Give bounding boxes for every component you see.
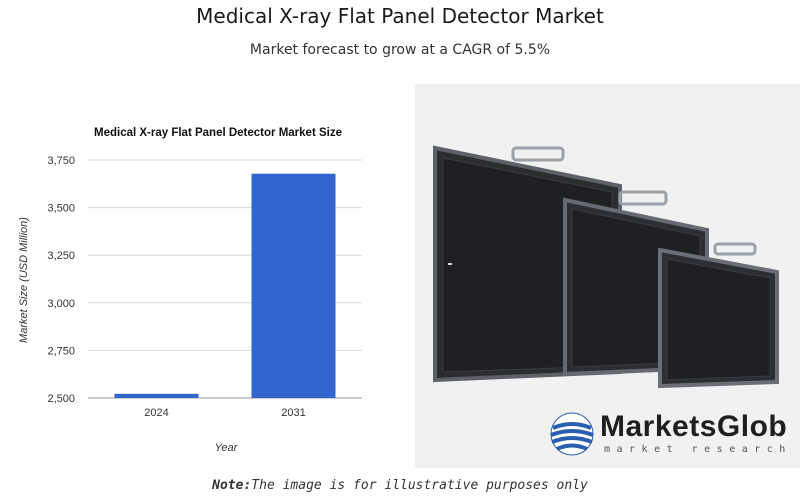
x-tick-labels: 2024 2031 xyxy=(144,407,305,419)
logo-tagline: market research xyxy=(604,444,792,455)
bar-2031 xyxy=(251,173,336,398)
logo-name: MarketsGlob xyxy=(600,410,788,443)
bar-chart: Medical X-ray Flat Panel Detector Market… xyxy=(18,127,362,454)
y-tick-labels: 2,500 2,750 3,000 3,250 3,500 3,750 xyxy=(47,155,75,405)
x-axis-label: Year xyxy=(215,442,239,454)
y-tick-label: 3,250 xyxy=(47,250,75,262)
y-axis-label: Market Size (USD Million) xyxy=(18,217,30,343)
y-tick-label: 3,000 xyxy=(47,298,75,310)
y-tick-label: 2,750 xyxy=(47,345,75,357)
chart-title: Medical X-ray Flat Panel Detector Market… xyxy=(94,127,342,139)
page-title: Medical X-ray Flat Panel Detector Market xyxy=(196,4,604,28)
flat-panel-detectors-image xyxy=(433,145,779,389)
product-image xyxy=(415,84,800,468)
bars xyxy=(114,173,336,398)
footnote: Note:The image is for illustrative purpo… xyxy=(0,478,800,493)
y-tick-label: 3,500 xyxy=(47,203,75,215)
marketsglob-logo: MarketsGlob market research xyxy=(548,408,798,458)
page-subtitle: Market forecast to grow at a CAGR of 5.5… xyxy=(249,42,551,58)
bar-2024 xyxy=(114,393,199,398)
x-tick-label: 2031 xyxy=(281,407,305,419)
y-tick-label: 3,750 xyxy=(47,155,75,167)
x-tick-label: 2024 xyxy=(144,407,168,419)
note-label: Note: xyxy=(212,478,252,493)
note-text: The image is for illustrative purposes o… xyxy=(251,478,588,493)
y-tick-label: 2,500 xyxy=(47,393,75,405)
globe-icon xyxy=(550,412,594,456)
small-detector-panel xyxy=(658,242,779,389)
